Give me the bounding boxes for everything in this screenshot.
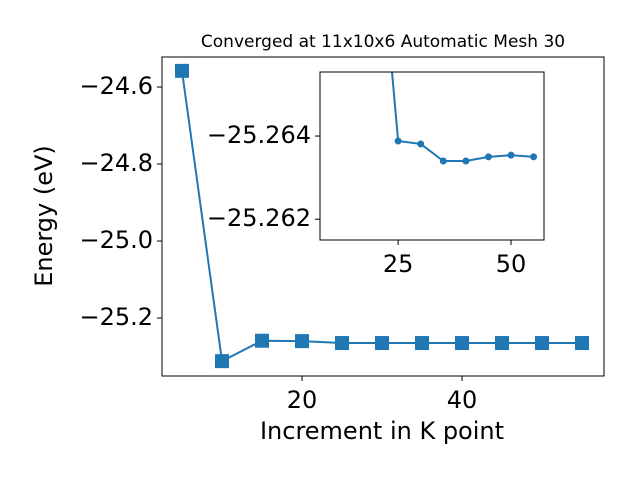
marker [375, 336, 389, 351]
marker [507, 151, 515, 159]
marker [415, 336, 429, 351]
y-tick-label: −25.264 [207, 121, 311, 149]
marker [439, 157, 447, 165]
x-tick-label: 25 [383, 250, 414, 278]
y-tick-label: −25.2 [79, 303, 153, 331]
y-tick-label: −24.6 [79, 72, 153, 100]
marker [575, 336, 589, 351]
x-axis-label: Increment in K point [260, 417, 504, 445]
axes-frame [161, 56, 605, 377]
series [175, 63, 589, 369]
marker [462, 157, 470, 165]
marker [295, 334, 309, 349]
marker [335, 336, 349, 351]
x-tick-label: 50 [496, 250, 527, 278]
x-tick-label: 40 [447, 386, 478, 414]
y-tick-label: −25.0 [79, 226, 153, 254]
marker [417, 140, 425, 148]
x-tick-label: 20 [287, 386, 318, 414]
marker [484, 153, 492, 161]
y-tick-label: −25.262 [207, 204, 311, 232]
line [391, 72, 534, 162]
marker [535, 336, 549, 351]
axes-frame [319, 71, 545, 241]
marker [215, 354, 229, 369]
chart-title: Converged at 11x10x6 Automatic Mesh 30 [201, 32, 565, 52]
marker [394, 137, 402, 145]
series [391, 72, 538, 165]
marker [530, 153, 538, 161]
marker [495, 336, 509, 351]
y-axis-label: Energy (eV) [30, 145, 58, 287]
marker [175, 63, 189, 78]
marker [255, 333, 269, 348]
marker [455, 336, 469, 351]
y-tick-label: −24.8 [79, 149, 153, 177]
